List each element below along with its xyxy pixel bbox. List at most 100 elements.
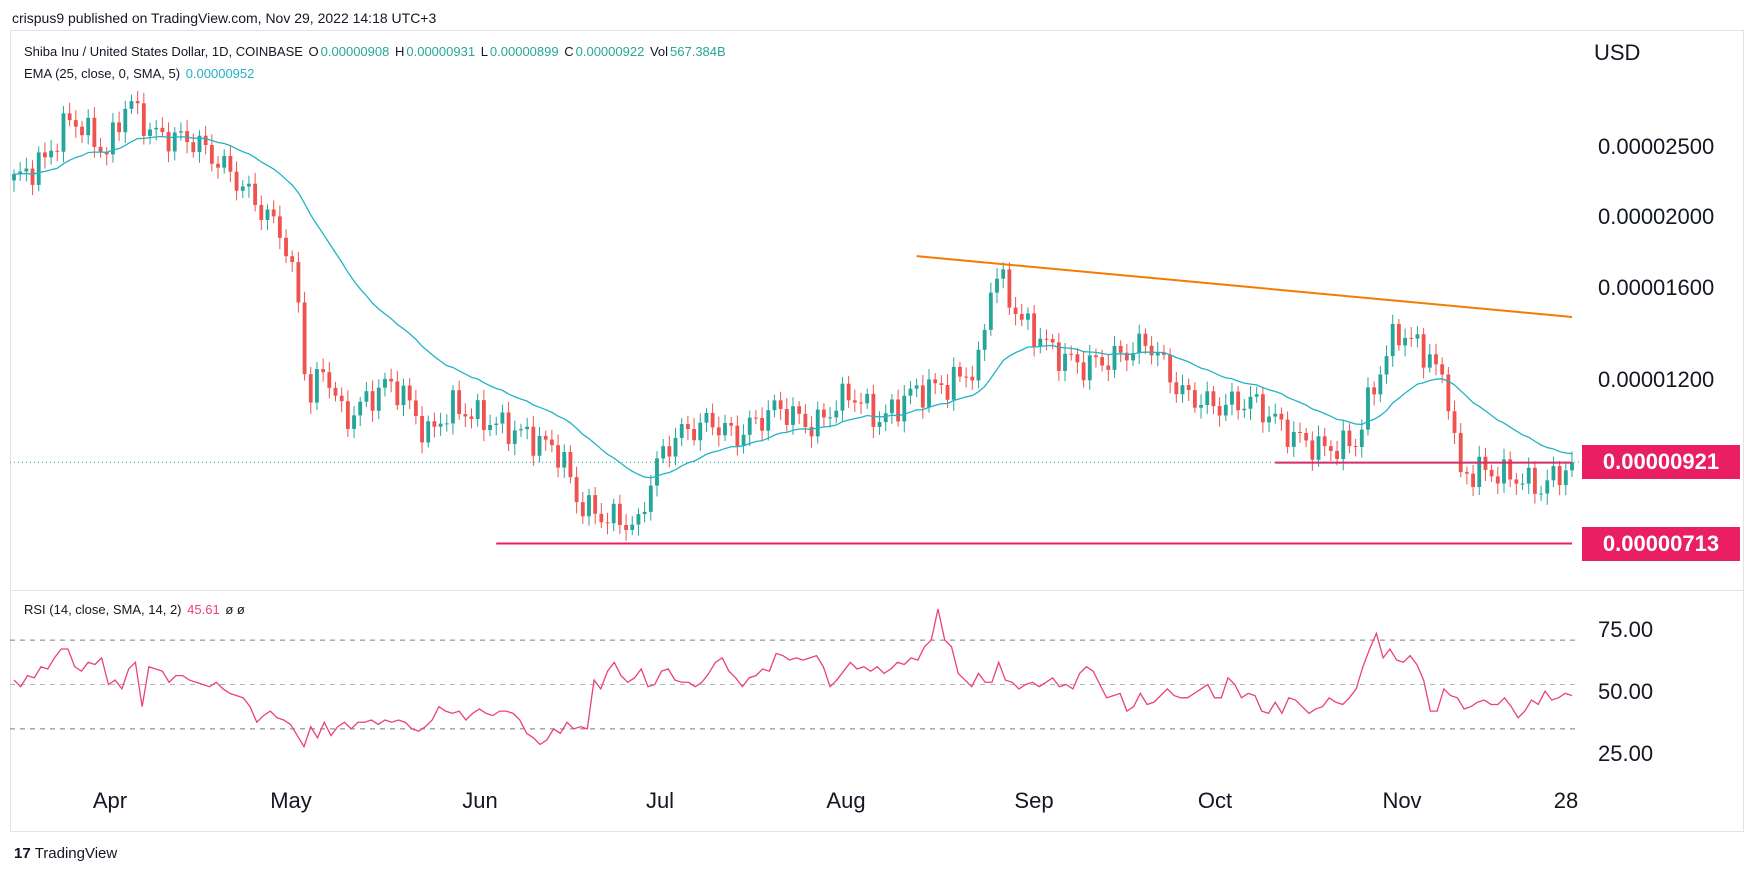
candle-body (716, 427, 721, 436)
candle-body (1514, 479, 1519, 484)
trendline (916, 255, 1573, 319)
candle-body (1434, 354, 1438, 365)
candle-body (1347, 430, 1352, 447)
candle-body (1223, 404, 1228, 416)
candle-body (1267, 416, 1271, 423)
candle-body (1230, 391, 1234, 405)
support-price-tag: 0.00000713 (1582, 527, 1740, 561)
candle-body (1026, 313, 1030, 320)
candle-body (481, 400, 486, 430)
candle-body (1539, 493, 1544, 495)
candle-body (80, 126, 84, 136)
candle-body (92, 117, 97, 147)
rsi-extra: ø ø (225, 602, 245, 617)
x-tick-label: Oct (1197, 788, 1233, 813)
last-price-tag: 0.00000921 (1582, 445, 1740, 479)
brand-label: TradingView (34, 845, 118, 862)
candle-body (1409, 337, 1414, 339)
low-value: 0.00000899 (489, 44, 559, 59)
candle-body (135, 101, 140, 104)
candle-body (333, 387, 338, 396)
candle-body (617, 503, 622, 526)
candle-body (1353, 446, 1358, 448)
candle-body (1056, 342, 1061, 371)
candle-body (420, 416, 424, 443)
candle-body (951, 366, 956, 400)
candle-body (1254, 394, 1259, 397)
candle-body (846, 383, 851, 401)
candle-body (791, 406, 795, 425)
candle-body (1421, 334, 1426, 368)
candle-body (859, 402, 863, 404)
tradingview-footer[interactable]: 17 TradingView (14, 845, 117, 862)
candle-body (1211, 391, 1216, 407)
candle-body (1440, 364, 1445, 375)
candle-body (395, 381, 400, 406)
candle-body (599, 513, 604, 523)
rsi-legend[interactable]: RSI (14, close, SMA, 14, 2) 45.61 ø ø (24, 602, 247, 617)
candle-body (389, 378, 394, 382)
candle-body (1106, 365, 1111, 370)
candle-body (277, 216, 282, 238)
candle-body (797, 406, 802, 414)
candle-body (587, 495, 591, 517)
y-tick-label: 0.00001200 (1598, 367, 1715, 392)
low-key: L (480, 44, 488, 59)
ema-legend[interactable]: EMA (25, close, 0, SMA, 5) 0.00000952 (24, 66, 256, 81)
candle-body (531, 426, 536, 456)
volume-value: 567.384B (670, 44, 726, 59)
candle-body (988, 292, 993, 330)
candle-body (679, 424, 684, 438)
candle-body (494, 423, 499, 426)
rsi-tick-label: 25.00 (1598, 741, 1654, 766)
candle-body (673, 437, 678, 457)
candle-body (543, 435, 548, 440)
candle-body (1001, 269, 1006, 279)
candle-body (1118, 345, 1123, 353)
candle-body (1557, 466, 1562, 486)
candle-body (537, 435, 542, 456)
ema-label: EMA (25, close, 0, SMA, 5) (24, 66, 181, 81)
high-key: H (394, 44, 405, 59)
volume-key: Vol (649, 44, 669, 59)
candle-body (1143, 333, 1148, 346)
candle-body (549, 439, 554, 446)
candle-body (86, 117, 91, 136)
candle-body (166, 132, 171, 152)
candle-body (902, 395, 907, 422)
candle-body (1273, 413, 1278, 417)
candle-body (1396, 323, 1401, 346)
candle-body (1489, 469, 1494, 477)
x-tick-label: Nov (1382, 788, 1422, 813)
candle-body (1341, 430, 1346, 460)
candle-body (803, 413, 808, 427)
candle-body (1279, 413, 1284, 420)
candle-body (1415, 334, 1420, 339)
pane-separator[interactable] (10, 590, 1744, 591)
candle-body (1038, 338, 1043, 347)
candle-body (568, 451, 573, 478)
candle-body (840, 383, 845, 411)
candle-body (61, 113, 66, 152)
candle-body (939, 383, 944, 386)
candle-body (1248, 396, 1253, 409)
candle-body (352, 415, 356, 429)
x-tick-label: 28 (1553, 788, 1579, 813)
candle-body (729, 423, 734, 426)
candle-body (42, 152, 47, 158)
open-value: 0.00000908 (320, 44, 390, 59)
candle-body (1149, 345, 1154, 356)
symbol-name[interactable]: Shiba Inu / United States Dollar, 1D, CO… (24, 44, 303, 59)
candle-body (1007, 269, 1012, 308)
candle-body (877, 422, 882, 427)
candle-body (172, 132, 177, 152)
candle-body (259, 204, 264, 221)
candle-body (1495, 476, 1500, 484)
candle-body (753, 417, 758, 419)
candle-body (49, 150, 54, 158)
candle-body (624, 525, 628, 530)
candle-body (234, 171, 239, 191)
candle-body (216, 163, 220, 168)
candle-body (370, 391, 375, 411)
